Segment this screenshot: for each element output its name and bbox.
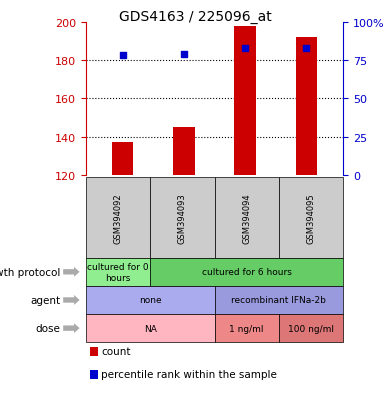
Text: none: none <box>139 296 161 305</box>
Text: 1 ng/ml: 1 ng/ml <box>229 324 264 333</box>
Text: percentile rank within the sample: percentile rank within the sample <box>101 369 277 379</box>
Bar <box>234 26 256 176</box>
Text: count: count <box>101 347 131 356</box>
Text: growth protocol: growth protocol <box>0 267 60 277</box>
Text: GSM394094: GSM394094 <box>242 192 251 243</box>
Bar <box>112 143 133 176</box>
Text: GSM394092: GSM394092 <box>113 192 122 243</box>
Text: cultured for 0
hours: cultured for 0 hours <box>87 263 149 282</box>
Bar <box>296 38 317 176</box>
Text: GSM394095: GSM394095 <box>307 192 316 243</box>
Bar <box>173 128 195 176</box>
Text: GDS4163 / 225096_at: GDS4163 / 225096_at <box>119 10 271 24</box>
Text: agent: agent <box>30 295 60 305</box>
Point <box>242 45 248 52</box>
Text: NA: NA <box>144 324 157 333</box>
Text: dose: dose <box>35 323 60 333</box>
Text: 100 ng/ml: 100 ng/ml <box>288 324 334 333</box>
Text: cultured for 6 hours: cultured for 6 hours <box>202 268 292 277</box>
Text: recombinant IFNa-2b: recombinant IFNa-2b <box>231 296 326 305</box>
Text: GSM394093: GSM394093 <box>178 192 187 243</box>
Point <box>181 52 187 58</box>
Point <box>119 53 126 59</box>
Point <box>303 45 310 52</box>
